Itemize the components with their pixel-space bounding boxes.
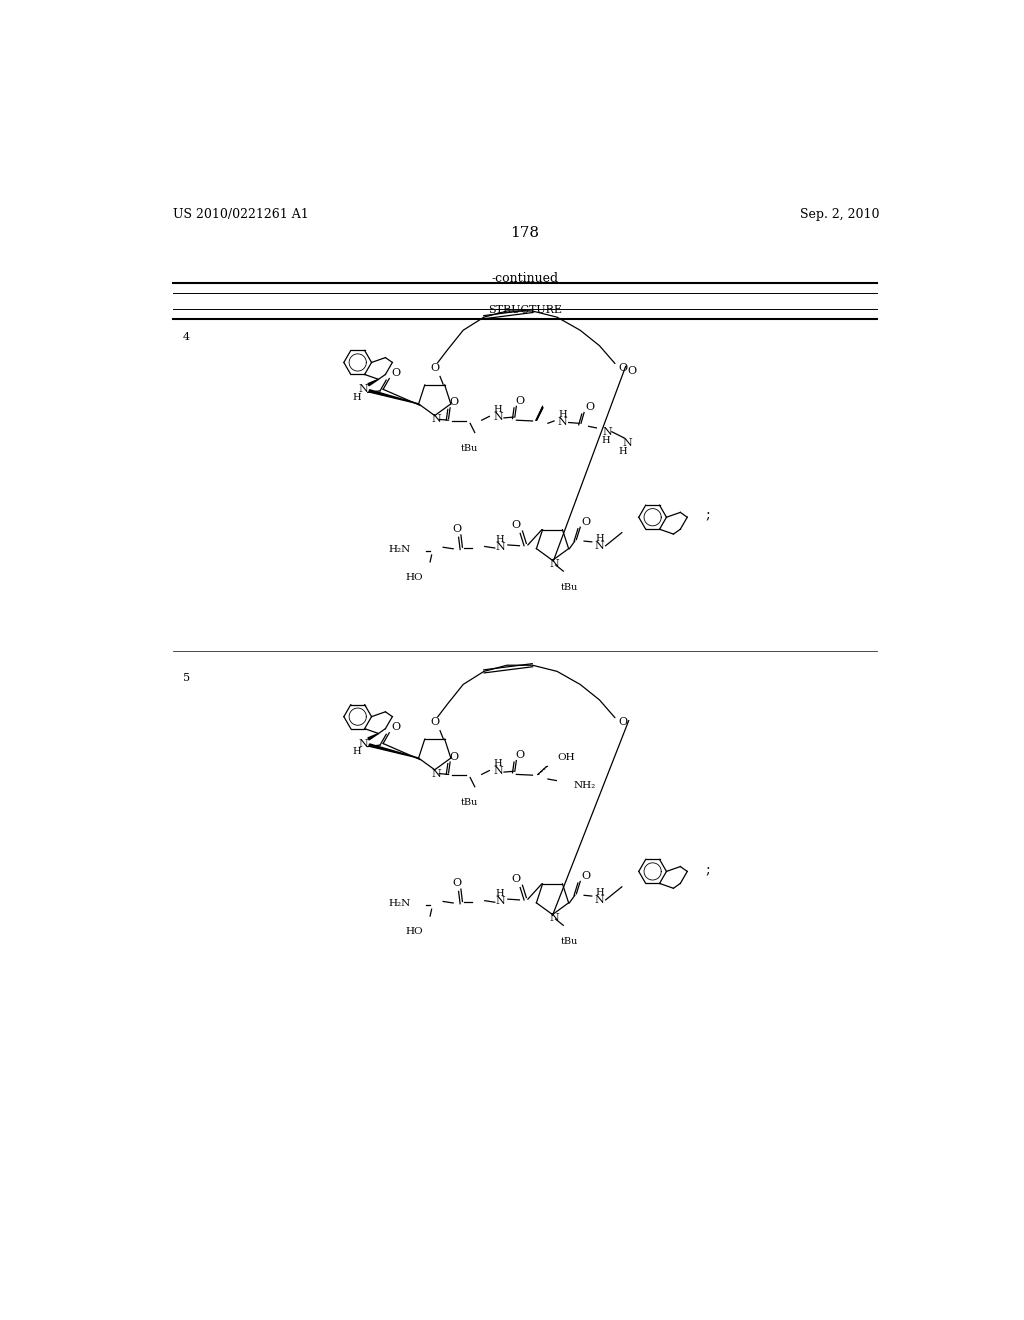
Text: 178: 178 xyxy=(510,226,540,240)
Text: O: O xyxy=(617,717,627,727)
Text: N: N xyxy=(358,738,368,748)
Text: O: O xyxy=(585,403,594,412)
Text: tBu: tBu xyxy=(461,445,478,453)
Text: N: N xyxy=(493,412,503,422)
Polygon shape xyxy=(368,734,379,741)
Text: O: O xyxy=(516,396,524,407)
Text: H: H xyxy=(496,535,505,544)
Text: N: N xyxy=(358,384,368,395)
Text: tBu: tBu xyxy=(461,799,478,808)
Text: H₂N: H₂N xyxy=(388,899,411,908)
Text: N: N xyxy=(549,560,559,569)
Text: H: H xyxy=(494,759,502,768)
Text: N: N xyxy=(595,895,604,906)
Text: O: O xyxy=(391,368,400,378)
Text: ;: ; xyxy=(706,863,711,876)
Text: 4: 4 xyxy=(183,331,190,342)
Text: H: H xyxy=(496,890,505,898)
Text: H: H xyxy=(618,447,627,457)
Text: ;: ; xyxy=(706,508,711,523)
Text: HO: HO xyxy=(406,573,423,582)
Text: O: O xyxy=(511,874,520,884)
Polygon shape xyxy=(368,379,379,385)
Text: H: H xyxy=(352,392,361,401)
Polygon shape xyxy=(369,389,419,404)
Text: O: O xyxy=(516,750,524,760)
Text: O: O xyxy=(450,397,459,408)
Text: H: H xyxy=(595,533,604,543)
Text: O: O xyxy=(453,524,462,533)
Text: N: N xyxy=(602,426,612,437)
Text: OH: OH xyxy=(557,752,574,762)
Text: -continued: -continued xyxy=(492,272,558,285)
Text: O: O xyxy=(617,363,627,374)
Text: N: N xyxy=(623,437,632,447)
Text: STRUCTURE: STRUCTURE xyxy=(487,305,562,314)
Text: H: H xyxy=(494,405,502,414)
Text: O: O xyxy=(511,520,520,529)
Text: O: O xyxy=(581,871,590,880)
Text: NH₂: NH₂ xyxy=(573,780,596,789)
Text: tBu: tBu xyxy=(561,937,579,946)
Text: HO: HO xyxy=(406,927,423,936)
Text: H: H xyxy=(558,409,567,418)
Text: N: N xyxy=(595,541,604,550)
Text: N: N xyxy=(496,896,505,907)
Text: O: O xyxy=(450,751,459,762)
Text: US 2010/0221261 A1: US 2010/0221261 A1 xyxy=(173,209,308,222)
Text: Sep. 2, 2010: Sep. 2, 2010 xyxy=(801,209,880,222)
Text: N: N xyxy=(549,913,559,924)
Text: tBu: tBu xyxy=(561,583,579,591)
Text: N: N xyxy=(431,414,441,425)
Text: H: H xyxy=(352,747,361,756)
Text: O: O xyxy=(581,517,590,527)
Text: O: O xyxy=(431,717,440,727)
Text: H₂N: H₂N xyxy=(388,545,411,554)
Text: O: O xyxy=(628,366,636,376)
Text: O: O xyxy=(453,878,462,888)
Text: O: O xyxy=(391,722,400,733)
Text: N: N xyxy=(431,768,441,779)
Text: O: O xyxy=(431,363,440,374)
Text: N: N xyxy=(558,417,567,426)
Text: H: H xyxy=(601,437,610,445)
Text: N: N xyxy=(496,543,505,552)
Polygon shape xyxy=(369,744,419,758)
Text: H: H xyxy=(595,888,604,896)
Text: 5: 5 xyxy=(183,673,190,682)
Text: N: N xyxy=(493,767,503,776)
